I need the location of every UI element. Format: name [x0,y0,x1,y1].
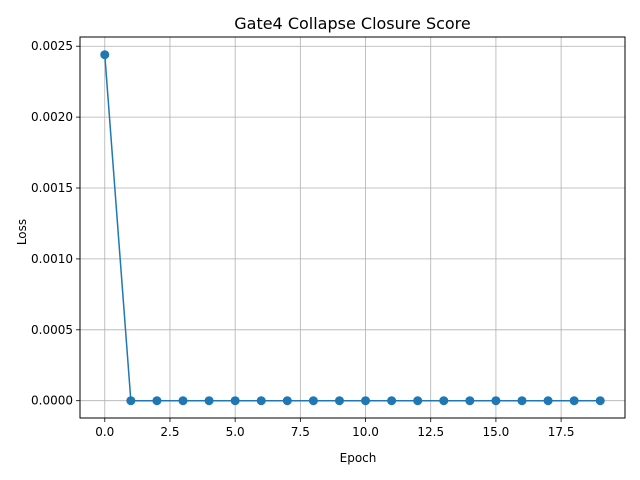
data-point [465,396,475,406]
x-tick-label: 2.5 [160,425,179,439]
chart-title: Gate4 Collapse Closure Score [234,14,471,33]
data-point [126,396,136,406]
data-point [413,396,423,406]
data-point [100,50,110,60]
data-point [439,396,449,406]
y-tick-label: 0.0000 [31,394,73,408]
y-tick-label: 0.0020 [31,110,73,124]
data-point [595,396,605,406]
y-tick-label: 0.0005 [31,323,73,337]
plot-frame [79,36,626,419]
y-axis-label: Loss [15,219,29,245]
y-tick-label: 0.0015 [31,181,73,195]
data-point [491,396,501,406]
data-point [282,396,292,406]
x-tick-label: 12.5 [417,425,444,439]
x-tick-label: 17.5 [548,425,575,439]
x-tick-label: 0.0 [95,425,114,439]
data-point [256,396,266,406]
x-tick-label: 10.0 [352,425,379,439]
data-point [178,396,188,406]
grid-lines [80,37,625,418]
x-tick-label: 7.5 [291,425,310,439]
series-layer [100,50,605,406]
data-point [204,396,214,406]
x-axis-label: Epoch [340,451,377,465]
data-point [230,396,240,406]
data-point [361,396,371,406]
data-point [387,396,397,406]
data-point [334,396,344,406]
y-tick-label: 0.0025 [31,39,73,53]
axis-ticks: 0.0 2.5 5.0 7.5 10.0 12.5 15.0 17.5 0.0000 0.0005… [31,39,574,439]
y-tick-label: 0.0010 [31,252,73,266]
data-point [569,396,579,406]
x-tick-label: 5.0 [226,425,245,439]
data-point [308,396,318,406]
data-point [152,396,162,406]
data-point [543,396,553,406]
x-tick-label: 15.0 [483,425,510,439]
data-point [517,396,527,406]
